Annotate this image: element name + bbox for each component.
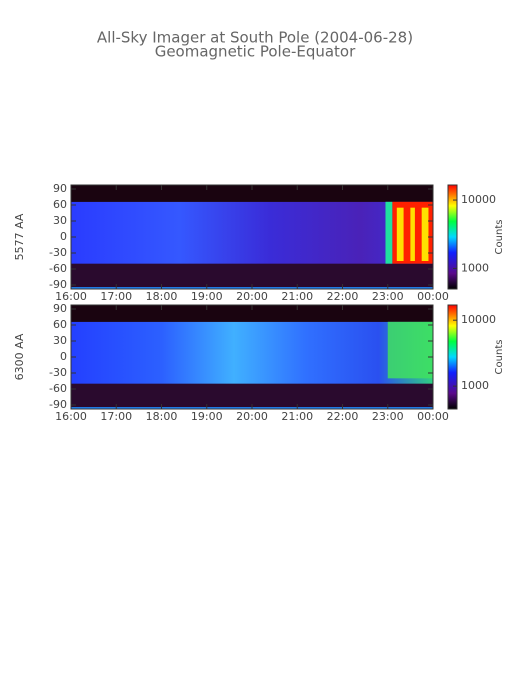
y-tick-label: 30 — [53, 214, 67, 227]
colorbar-tick-label: 1000 — [461, 379, 489, 392]
x-tick-label: 20:00 — [236, 290, 268, 303]
aurora-streak — [421, 207, 429, 261]
y-tick-label: 90 — [53, 182, 67, 195]
y-tick-label: 60 — [53, 318, 67, 331]
x-tick-label: 18:00 — [146, 290, 178, 303]
y-tick-label: 60 — [53, 198, 67, 211]
x-tick-label: 22:00 — [327, 410, 359, 423]
y-tick-label: -60 — [49, 262, 67, 275]
keogram-body — [71, 201, 433, 264]
y-tick-label: -60 — [49, 382, 67, 395]
x-tick-label: 18:00 — [146, 410, 178, 423]
x-tick-label: 21:00 — [281, 290, 313, 303]
x-tick-label: 16:00 — [55, 290, 87, 303]
aurora — [387, 321, 433, 379]
keogram-body — [71, 321, 433, 384]
x-tick-label: 20:00 — [236, 410, 268, 423]
y-axis-label: 5577 AA — [13, 213, 26, 260]
y-axis-label: 6300 AA — [13, 333, 26, 380]
y-tick-label: 0 — [60, 230, 67, 243]
x-tick-label: 17:00 — [100, 290, 132, 303]
x-tick-label: 17:00 — [100, 410, 132, 423]
subtitle: Geomagnetic Pole-Equator — [155, 43, 356, 61]
title: All-Sky Imager at South Pole (2004-06-28… — [97, 29, 413, 47]
y-tick-label: -30 — [49, 366, 67, 379]
aurora-streak — [410, 207, 415, 261]
y-tick-label: -90 — [49, 278, 67, 291]
aurora-streak — [396, 207, 404, 261]
colorbar-tick-label: 10000 — [461, 193, 496, 206]
x-tick-label: 23:00 — [372, 290, 404, 303]
y-tick-label: 0 — [60, 350, 67, 363]
y-tick-label: 90 — [53, 302, 67, 315]
y-tick-label: 30 — [53, 334, 67, 347]
colorbar-label: Counts — [494, 220, 505, 255]
colorbar-label: Counts — [494, 340, 505, 375]
colorbar — [447, 184, 458, 290]
x-tick-label: 23:00 — [372, 410, 404, 423]
x-tick-label: 00:00 — [417, 410, 449, 423]
x-tick-label: 21:00 — [281, 410, 313, 423]
y-tick-label: -90 — [49, 398, 67, 411]
x-tick-label: 19:00 — [191, 410, 223, 423]
colorbar-tick-label: 10000 — [461, 313, 496, 326]
aurora-edge — [385, 201, 393, 264]
colorbar-tick-label: 1000 — [461, 261, 489, 274]
x-tick-label: 19:00 — [191, 290, 223, 303]
colorbar — [447, 304, 458, 410]
y-tick-label: -30 — [49, 246, 67, 259]
x-tick-label: 22:00 — [327, 290, 359, 303]
x-tick-label: 00:00 — [417, 290, 449, 303]
x-tick-label: 16:00 — [55, 410, 87, 423]
